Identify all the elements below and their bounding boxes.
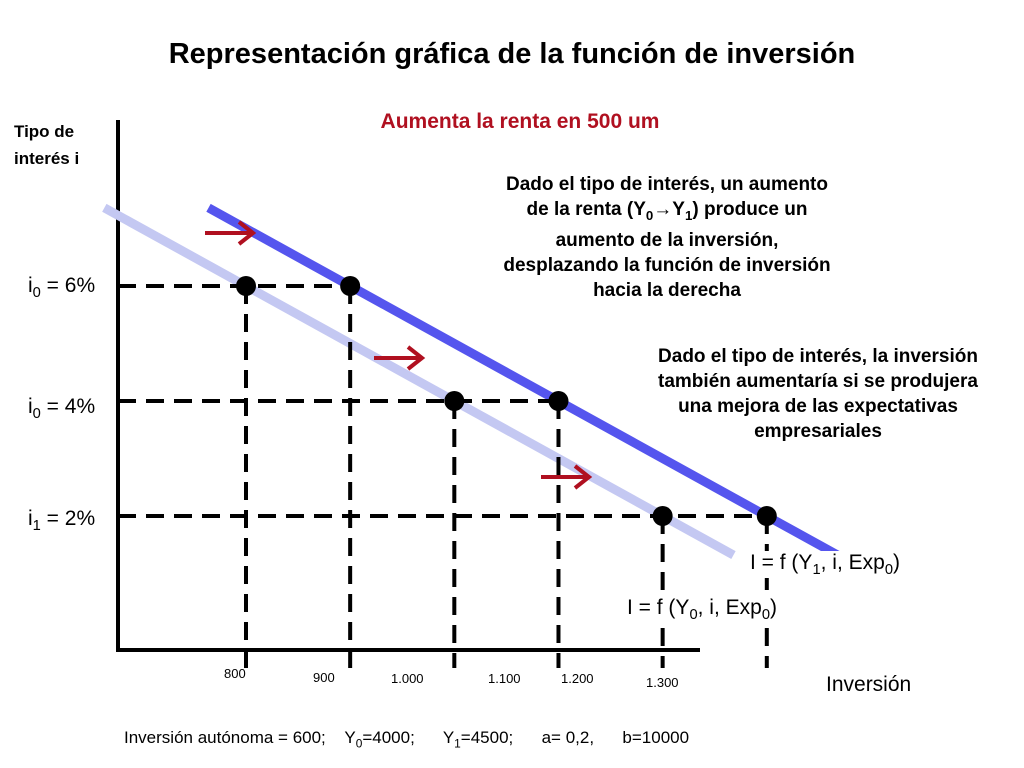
x-tick-label: 900 [313, 670, 335, 685]
annotation-income-shift: Dado el tipo de interés, un aumento de l… [462, 172, 872, 303]
series-line-y1 [206, 203, 840, 560]
x-tick-label: 1.100 [488, 671, 521, 686]
annotation-line: también aumentaría si se produjera [658, 371, 978, 392]
annotation-line: de la renta (Y0→Y1) produce un [526, 199, 808, 223]
data-point [548, 391, 569, 411]
chart-title: Representación gráfica de la función de … [168, 38, 856, 70]
x-axis-label: Inversión [826, 673, 912, 696]
annotation-line: desplazando la función de inversión [503, 254, 831, 276]
annotation-line: empresariales [754, 421, 882, 442]
annotation-line: hacia la derecha [593, 279, 741, 301]
curve-label-y1: I = f (Y1, i, Exp0) [750, 551, 904, 579]
annotation-line: una mejora de las expectativas [678, 396, 958, 417]
curve-label-y0: I = f (Y0, i, Exp0) [627, 596, 781, 624]
data-point [652, 506, 673, 526]
shift-arrow-icon-head [406, 345, 426, 371]
series-line-y0 [102, 203, 736, 560]
chart-subtitle: Aumenta la renta en 500 um [380, 110, 660, 133]
y-axis-label: Tipo de interés i [14, 118, 79, 172]
arrow-right-icon: → [653, 199, 673, 220]
data-point [756, 506, 777, 526]
x-tick-label: 800 [224, 666, 246, 681]
footer-parameters: Inversión autónoma = 600; Y0=4000; Y1=45… [124, 728, 690, 751]
y-axis-label-line1: Tipo de [14, 122, 75, 141]
annotation-expectations: Dado el tipo de interés, la inversión ta… [618, 344, 1018, 444]
y-axis-label-line2: interés i [14, 149, 80, 168]
x-tick-label: 1.000 [391, 671, 424, 686]
y-tick-label: i0 = 6% [28, 274, 96, 302]
shift-arrow-icon-head [573, 464, 593, 490]
annotation-line: aumento de la inversión, [555, 229, 779, 251]
data-point [444, 391, 465, 411]
shift-arrow-icon-head [237, 220, 257, 246]
y-tick-label: i0 = 4% [28, 395, 96, 423]
x-tick-label: 1.200 [561, 671, 594, 686]
x-tick-label: 1.300 [646, 675, 679, 690]
data-point [236, 276, 256, 296]
annotation-line: Dado el tipo de interés, la inversión [658, 346, 978, 367]
annotation-line: Dado el tipo de interés, un aumento [506, 174, 828, 195]
y-tick-label: i1 = 2% [28, 507, 96, 535]
data-point [340, 276, 361, 296]
